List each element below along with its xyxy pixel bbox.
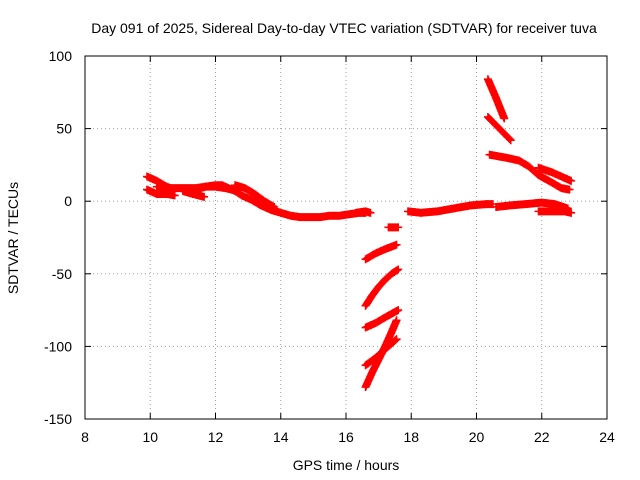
y-tick-label: 100: [49, 48, 73, 64]
data-point-markers: [384, 223, 403, 232]
series-arc-7: [351, 207, 375, 217]
x-tick-label: 18: [403, 429, 419, 445]
series-arc-5: [191, 181, 370, 222]
data-point-markers: [142, 185, 179, 200]
x-tick-label: 24: [599, 429, 615, 445]
y-tick-label: -50: [52, 266, 72, 282]
data-point-markers: [403, 200, 491, 217]
series-arc-13: [384, 223, 403, 232]
x-tick-label: 14: [273, 429, 289, 445]
series-arc-15: [482, 200, 497, 209]
series-arc-8: [361, 240, 401, 264]
data-point-markers: [361, 240, 401, 264]
data-point-markers: [231, 181, 279, 212]
data-point-markers: [361, 306, 403, 332]
data-point-markers: [178, 187, 209, 201]
series-arc-17: [534, 207, 576, 217]
chart-title: Day 091 of 2025, Sidereal Day-to-day VTE…: [91, 20, 597, 36]
series-arc-21: [534, 163, 576, 185]
series-arc-20: [485, 150, 574, 194]
series-arc-16: [492, 198, 572, 213]
data-point-markers: [483, 112, 515, 145]
y-tick-label: -150: [44, 411, 72, 427]
series-arc-2: [142, 185, 179, 200]
data-point-markers: [483, 75, 509, 123]
x-tick-label: 16: [338, 429, 354, 445]
data-point-markers: [482, 200, 497, 209]
data-point-markers: [534, 207, 576, 217]
data-point-markers: [191, 181, 370, 222]
y-tick-label: 0: [64, 193, 72, 209]
x-tick-label: 22: [534, 429, 550, 445]
series-arc-4: [178, 187, 209, 201]
y-axis-label: SDTVAR / TECUs: [5, 182, 21, 294]
series-arc-6: [231, 181, 279, 212]
series-arc-18: [483, 75, 509, 123]
data-point-markers: [534, 163, 576, 185]
x-tick-labels: 8 10 12 14 16 18 20 22 24: [81, 429, 615, 445]
series-arc-10: [361, 306, 403, 332]
y-tick-label: 50: [56, 121, 72, 137]
x-tick-label: 8: [81, 429, 89, 445]
x-tick-label: 12: [208, 429, 224, 445]
data-point-markers: [361, 265, 403, 310]
x-tick-label: 10: [142, 429, 158, 445]
series-arc-12: [361, 316, 401, 392]
y-tick-label: -100: [44, 338, 72, 354]
x-axis-label: GPS time / hours: [293, 457, 400, 473]
y-tick-labels: -150 -100 -50 0 50 100: [44, 48, 72, 427]
series-arc-9: [361, 265, 403, 310]
grid-lines: [85, 56, 607, 419]
series-arc-14: [403, 200, 491, 217]
plot-frame: [84, 55, 608, 420]
data-points: [142, 75, 576, 392]
series-arc-19: [483, 112, 515, 145]
data-point-markers: [485, 150, 574, 194]
data-point-markers: [361, 316, 401, 392]
data-point-markers: [492, 198, 572, 213]
data-point-markers: [351, 207, 375, 217]
x-tick-label: 20: [469, 429, 485, 445]
